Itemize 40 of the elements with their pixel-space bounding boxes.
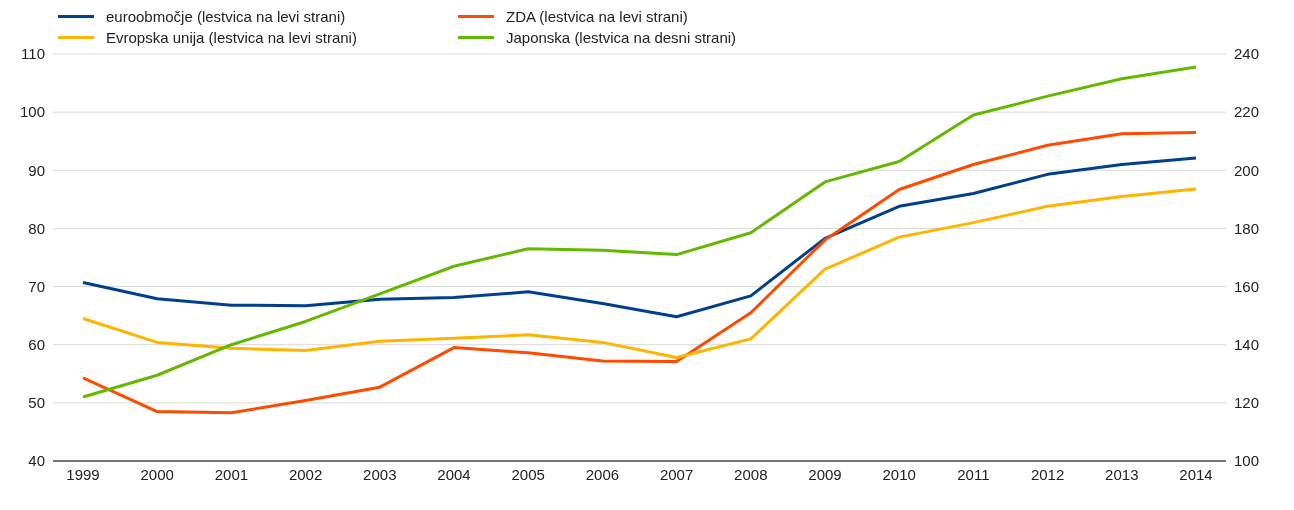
line-series: [81, 187, 1198, 360]
y2-tick-label: 240: [1234, 45, 1260, 63]
y2-tick-label: 180: [1234, 219, 1260, 237]
x-tick-label: 2008: [734, 465, 768, 483]
x-tick-label: 2013: [1105, 465, 1139, 483]
x-tick-label: 2001: [214, 465, 249, 483]
y2-tick-label: 200: [1234, 161, 1260, 179]
x-tick-label: 2000: [140, 465, 174, 483]
y-tick-label: 110: [21, 45, 45, 63]
y-tick-label: 40: [28, 452, 45, 470]
x-tick-label: 2009: [808, 465, 842, 483]
legend-label: ZDA (lestvica na levi strani): [506, 8, 688, 25]
y2-tick-label: 220: [1234, 103, 1260, 121]
x-tick-label: 1999: [66, 465, 100, 483]
x-tick-label: 2002: [288, 465, 323, 483]
y-tick-label: 100: [19, 103, 45, 121]
x-tick-label: 2014: [1179, 465, 1213, 483]
y-tick-label: 60: [28, 336, 45, 354]
y-tick-label: 50: [28, 394, 45, 412]
line-series: [81, 130, 1198, 415]
x-tick-label: 2007: [659, 465, 694, 483]
y-tick-label: 90: [28, 161, 45, 179]
legend-label: Japonska (lestvica na desni strani): [506, 29, 737, 46]
x-tick-label: 2005: [511, 465, 545, 483]
x-tick-label: 2004: [437, 465, 471, 483]
line-series: [81, 156, 1198, 319]
legend-label: euroobmočje (lestvica na levi strani): [106, 8, 346, 25]
y2-tick-label: 160: [1234, 277, 1260, 295]
y-tick-label: 80: [28, 219, 45, 237]
y-tick-label: 70: [28, 277, 45, 295]
y2-tick-label: 140: [1234, 336, 1260, 354]
x-tick-label: 2012: [1030, 465, 1065, 483]
x-tick-label: 2003: [363, 465, 397, 483]
line-series: [81, 65, 1198, 399]
x-tick-label: 2010: [882, 465, 916, 483]
y2-tick-label: 100: [1234, 452, 1260, 470]
x-tick-label: 2006: [585, 465, 620, 483]
x-tick-label: 2011: [957, 465, 990, 483]
y2-tick-label: 120: [1234, 394, 1260, 412]
legend-label: Evropska unija (lestvica na levi strani): [106, 29, 357, 46]
